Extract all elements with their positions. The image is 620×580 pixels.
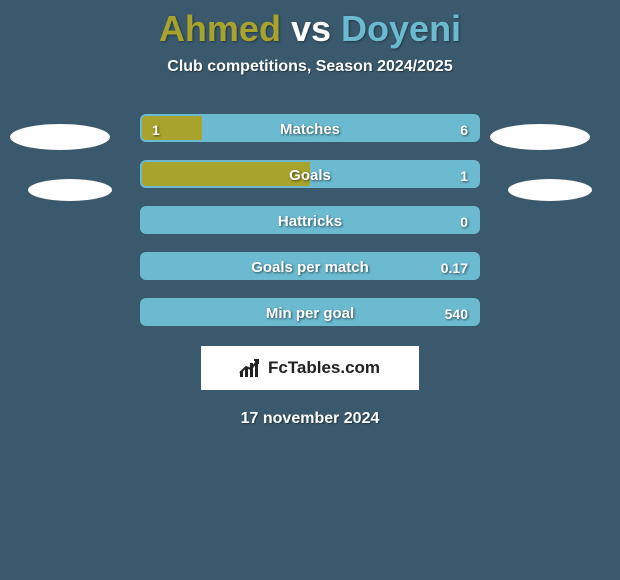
club-logo-placeholder	[490, 124, 590, 150]
page-title: Ahmed vs Doyeni	[0, 0, 620, 50]
stat-bar-right-value: 6	[460, 116, 468, 142]
stat-bar-left-value: 1	[152, 116, 160, 142]
subtitle: Club competitions, Season 2024/2025	[0, 58, 620, 76]
stat-bar-label: Matches	[142, 116, 478, 142]
date-text: 17 november 2024	[0, 410, 620, 428]
stat-bar-label: Hattricks	[142, 208, 478, 234]
stat-bar-right-value: 1	[460, 162, 468, 188]
title-vs: vs	[291, 8, 331, 49]
stat-bar-label: Goals per match	[142, 254, 478, 280]
stat-bar: Goals per match0.17	[140, 252, 480, 280]
club-logo-placeholder	[28, 179, 112, 201]
club-logo-placeholder	[10, 124, 110, 150]
title-player-right: Doyeni	[341, 8, 461, 49]
stat-bar: Hattricks0	[140, 206, 480, 234]
brand-chart-icon	[240, 359, 262, 377]
stat-bar-label: Goals	[142, 162, 478, 188]
title-player-left: Ahmed	[159, 8, 281, 49]
stat-bar: Matches1 6	[140, 114, 480, 142]
stat-bar-label: Min per goal	[142, 300, 478, 326]
stat-bar: Min per goal540	[140, 298, 480, 326]
club-logo-placeholder	[508, 179, 592, 201]
comparison-bars: Matches16Goals1Hattricks0Goals per match…	[140, 114, 480, 326]
brand-text: FcTables.com	[268, 358, 380, 378]
stat-bar-right-value: 0.17	[441, 254, 468, 280]
stat-bar-right-value: 0	[460, 208, 468, 234]
brand-box: FcTables.com	[201, 346, 419, 390]
stat-bar-right-value: 540	[445, 300, 468, 326]
stat-bar: Goals1	[140, 160, 480, 188]
